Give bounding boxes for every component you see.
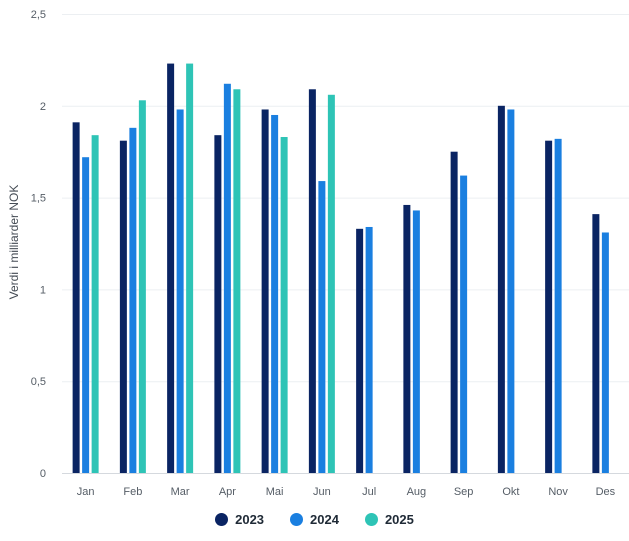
legend: 2023 2024 2025 [0,512,629,527]
bar-2024-feb[interactable] [129,127,137,473]
y-tick-label: 0 [40,468,46,480]
legend-item-2025[interactable]: 2025 [364,512,414,527]
x-tick-label: Okt [502,486,519,498]
y-tick-label: 1 [40,284,46,296]
bar-2023-jul[interactable] [356,228,364,473]
bar-2024-aug[interactable] [412,210,420,473]
legend-item-2024[interactable]: 2024 [290,512,339,527]
bar-2023-aug[interactable] [403,204,411,473]
legend-marker [290,513,304,526]
bar-2025-feb[interactable] [138,100,146,474]
bar-2024-jan[interactable] [82,157,90,473]
bar-2025-apr[interactable] [233,89,241,473]
x-tick-label: Jan [77,486,95,498]
x-tick-label: Jun [313,486,331,498]
bar-2023-nov[interactable] [545,140,553,473]
bar-2023-sep[interactable] [450,151,458,473]
bar-2024-jun[interactable] [318,181,326,474]
bar-2023-apr[interactable] [214,135,222,473]
bar-2024-nov[interactable] [554,138,562,473]
y-tick-label: 1,5 [31,193,46,205]
bar-2024-mar[interactable] [176,109,184,474]
bar-2023-okt[interactable] [497,105,505,474]
legend-item-2023[interactable]: 2023 [215,512,264,527]
bars [72,63,609,474]
bar-2024-sep[interactable] [460,175,468,473]
bar-2023-jan[interactable] [72,122,80,473]
bar-2025-mar[interactable] [186,63,194,474]
x-tick-label: Feb [123,486,142,498]
bar-2024-apr[interactable] [223,83,231,473]
bar-2023-jun[interactable] [308,89,316,473]
x-tick-label: Apr [219,486,236,498]
legend-marker [364,513,378,526]
y-axis-label: Verdi i milliarder NOK [7,185,21,300]
bar-2025-jun[interactable] [327,94,335,473]
bar-2023-des[interactable] [592,214,600,473]
legend-label: 2024 [310,512,339,527]
x-tick-label: Jul [362,486,376,498]
y-tick-label: 0,5 [31,376,46,388]
legend-marker [215,513,229,526]
bar-2024-jul[interactable] [365,226,373,473]
legend-label: 2023 [235,512,265,527]
y-axis-ticks: 0 0,5 1 1,5 2 2,5 [31,9,46,480]
y-tick-label: 2 [40,101,46,113]
bar-2025-mai[interactable] [280,137,288,473]
x-tick-label: Nov [548,486,568,498]
x-tick-label: Mar [171,486,190,498]
gridlines [62,14,629,383]
legend-label: 2025 [384,512,414,527]
x-tick-label: Sep [454,486,474,498]
x-axis-ticks: Jan Feb Mar Apr Mai Jun Jul Aug Sep Okt Nov Des [77,486,616,498]
bar-2024-okt[interactable] [507,109,515,474]
bar-2023-mar[interactable] [167,63,175,474]
x-tick-label: Des [596,486,616,498]
bar-2024-des[interactable] [601,232,609,473]
bar-2024-mai[interactable] [271,114,279,473]
bar-2025-jan[interactable] [91,135,99,473]
x-tick-label: Aug [407,486,427,498]
y-tick-label: 2,5 [31,9,46,21]
bar-2023-feb[interactable] [119,140,127,473]
x-tick-label: Mai [266,486,284,498]
bar-2023-mai[interactable] [261,109,269,474]
